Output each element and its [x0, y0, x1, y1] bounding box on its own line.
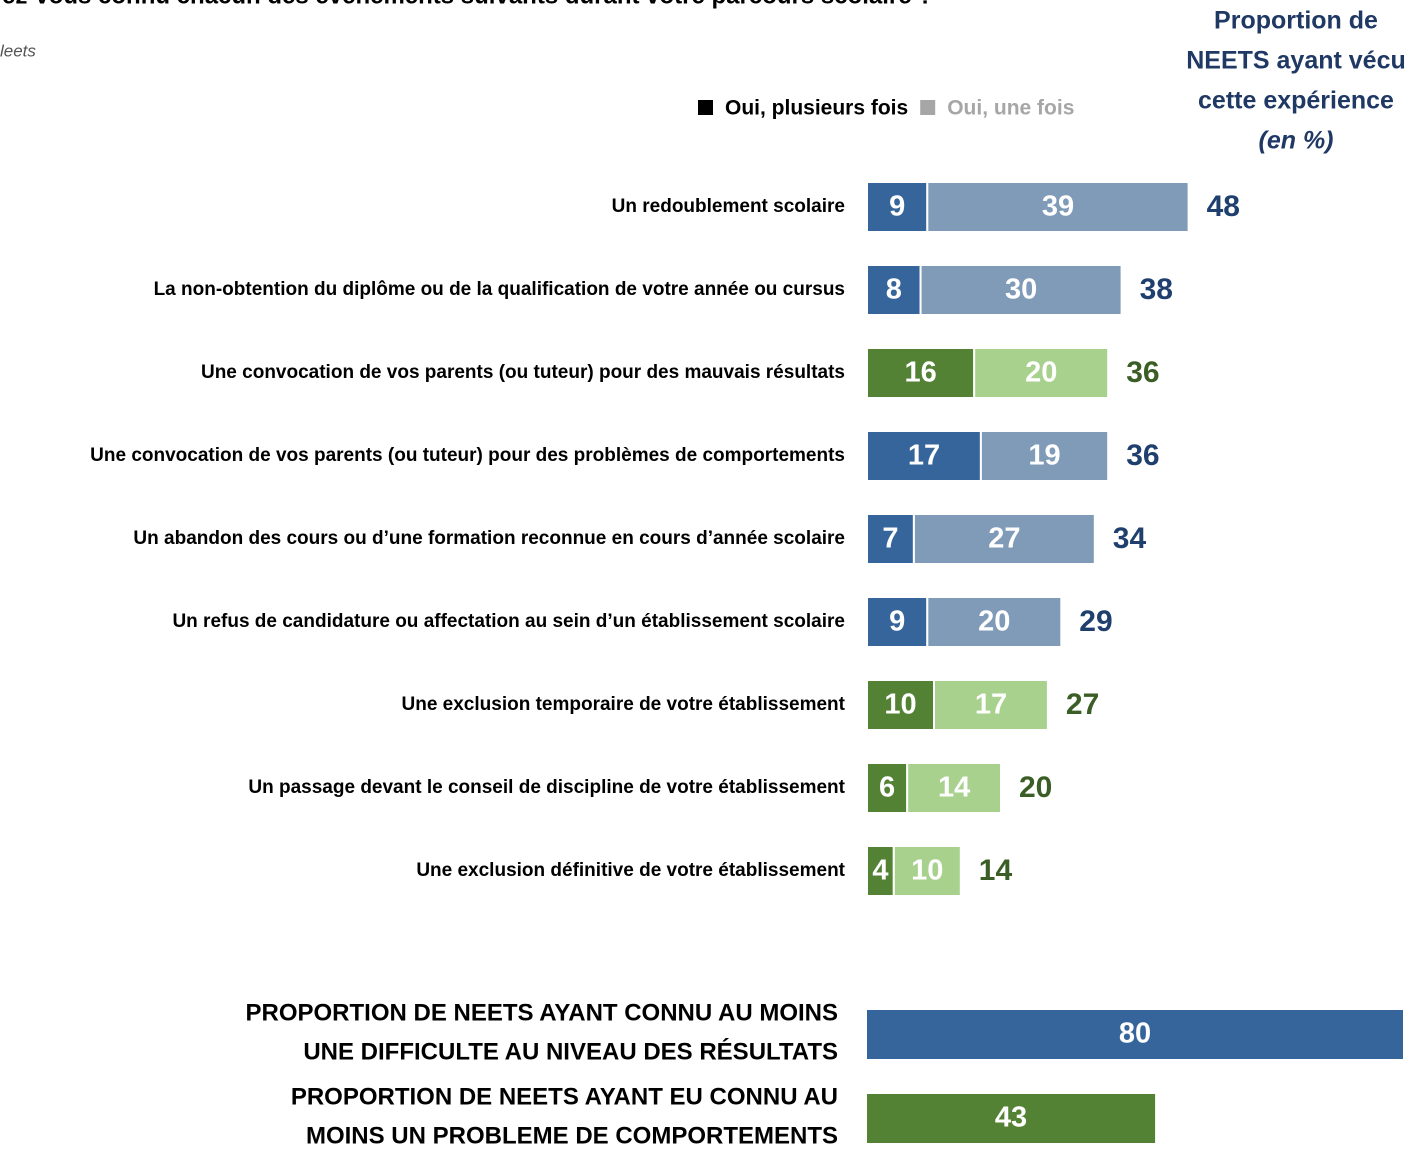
category-label: Un redoublement scolaire: [612, 196, 845, 217]
category-label: Une exclusion temporaire de votre établi…: [402, 694, 846, 715]
bar-segment: [892, 845, 962, 897]
legend-label: Oui, plusieurs fois: [725, 97, 908, 120]
bar-segment: [906, 762, 1003, 814]
total-label: 36: [1126, 439, 1159, 472]
value-label: 9: [889, 606, 905, 638]
value-label: 16: [904, 357, 936, 389]
bar-segment: [919, 264, 1123, 316]
value-label: 7: [882, 523, 898, 555]
category-label: Une convocation de vos parents (ou tuteu…: [201, 362, 845, 383]
value-label: 10: [884, 689, 916, 721]
value-label: 80: [1119, 1018, 1151, 1050]
category-label: Une convocation de vos parents (ou tuteu…: [90, 445, 845, 466]
bar-segment: [866, 347, 976, 399]
total-label: 36: [1126, 356, 1159, 389]
category-label: La non-obtention du diplôme ou de la qua…: [154, 279, 845, 300]
summary-label: PROPORTION DE NEETS AYANT EU CONNU AU: [291, 1083, 838, 1110]
bar-segment: [866, 181, 929, 233]
bar-segment: [866, 264, 922, 316]
value-label: 10: [911, 855, 943, 887]
bar-segment: [866, 845, 895, 897]
chart-title: ez-vous connu chacun des évènements suiv…: [2, 0, 933, 9]
total-label: 34: [1113, 522, 1147, 555]
total-label: 48: [1207, 190, 1240, 223]
value-label: 17: [975, 689, 1007, 721]
value-label: 4: [872, 855, 888, 887]
total-label: 38: [1140, 273, 1173, 306]
total-label: 29: [1079, 605, 1112, 638]
value-label: 6: [879, 772, 895, 804]
value-label: 17: [908, 440, 940, 472]
value-label: 30: [1005, 274, 1037, 306]
value-label: 43: [995, 1102, 1027, 1134]
bar-segment: [866, 679, 935, 731]
bar-segment: [912, 513, 1096, 565]
category-label: Un passage devant le conseil de discipli…: [248, 777, 845, 798]
header-unit: (en %): [1259, 127, 1334, 155]
summary-label: PROPORTION DE NEETS AYANT CONNU AU MOINS: [245, 999, 838, 1026]
value-label: 27: [988, 523, 1020, 555]
category-label: Un abandon des cours ou d’une formation …: [133, 528, 845, 549]
header-line: NEETS ayant vécu: [1186, 47, 1406, 75]
value-label: 19: [1028, 440, 1060, 472]
total-label: 14: [979, 854, 1013, 887]
bar-segment: [926, 181, 1190, 233]
subtitle: leets: [0, 41, 36, 60]
value-label: 8: [886, 274, 902, 306]
total-label: 20: [1019, 771, 1052, 804]
legend-swatch: [698, 100, 713, 115]
bar: [867, 1010, 1403, 1059]
value-label: 20: [1025, 357, 1057, 389]
legend-label: Oui, une fois: [947, 97, 1074, 120]
category-label: Un refus de candidature ou affectation a…: [172, 611, 845, 632]
header-line: cette expérience: [1198, 87, 1394, 115]
value-label: 9: [889, 191, 905, 223]
header-line: Proportion de: [1214, 7, 1378, 35]
legend-swatch: [920, 100, 936, 115]
category-label: Une exclusion définitive de votre établi…: [416, 860, 845, 881]
bar-segment: [866, 430, 982, 482]
bar-segment: [973, 347, 1110, 399]
bar-segment: [933, 679, 1049, 731]
bar-segment: [979, 430, 1110, 482]
bar-segment: [926, 596, 1063, 648]
summary-label: UNE DIFFICULTE AU NIVEAU DES RÉSULTATS: [303, 1037, 838, 1065]
bar-segment: [866, 513, 915, 565]
value-label: 39: [1042, 191, 1074, 223]
total-label: 27: [1066, 688, 1099, 721]
value-label: 20: [978, 606, 1010, 638]
summary-label: MOINS UN PROBLEME DE COMPORTEMENTS: [306, 1122, 838, 1149]
value-label: 14: [938, 772, 970, 804]
bar: [867, 1094, 1156, 1143]
